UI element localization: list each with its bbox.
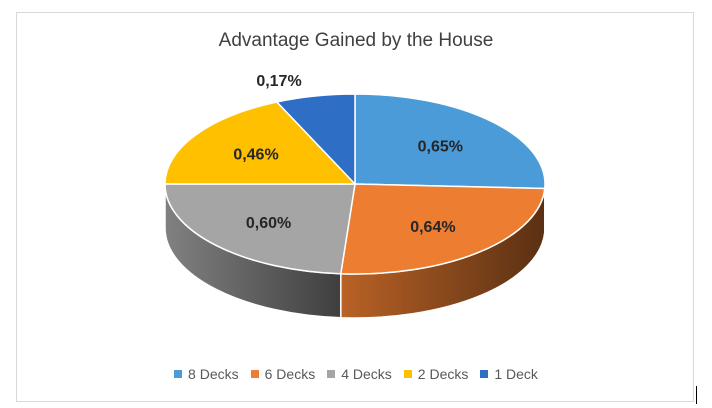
legend-label: 2 Decks — [417, 366, 469, 382]
legend-label: 8 Decks — [188, 366, 239, 382]
pie-slice-4-decks[interactable] — [164, 183, 356, 275]
legend-swatch — [480, 370, 489, 378]
legend-swatch — [250, 370, 259, 378]
legend-swatch — [327, 370, 336, 378]
chart-legend: 8 Decks 6 Decks 4 Decks 2 Decks 1 Deck — [0, 366, 712, 382]
data-label-6-decks: 0,64% — [410, 219, 455, 236]
data-label-1-deck: 0,17% — [256, 73, 301, 90]
legend-item-6-decks: 6 Decks — [250, 366, 316, 382]
legend-item-4-decks: 4 Decks — [327, 366, 392, 382]
data-label-4-decks: 0,60% — [246, 215, 291, 232]
text-cursor — [696, 386, 697, 404]
pie-slice-1-deck[interactable] — [275, 93, 356, 186]
legend-label: 6 Decks — [264, 366, 316, 382]
legend-item-2-decks: 2 Decks — [403, 366, 469, 382]
pie-slice-6-decks[interactable] — [339, 183, 546, 275]
legend-item-8-decks: 8 Decks — [174, 366, 239, 382]
legend-item-1-deck: 1 Deck — [480, 366, 538, 382]
data-label-8-decks: 0,65% — [418, 139, 463, 156]
legend-swatch — [403, 370, 412, 378]
data-label-2-decks: 0,46% — [233, 147, 278, 164]
legend-label: 1 Deck — [494, 366, 538, 382]
chart-title: Advantage Gained by the House — [218, 30, 494, 51]
pie-slice-8-decks[interactable] — [354, 93, 546, 190]
legend-swatch — [174, 370, 183, 378]
legend-label: 4 Decks — [341, 366, 392, 382]
pie-slice-2-decks[interactable] — [164, 101, 357, 185]
